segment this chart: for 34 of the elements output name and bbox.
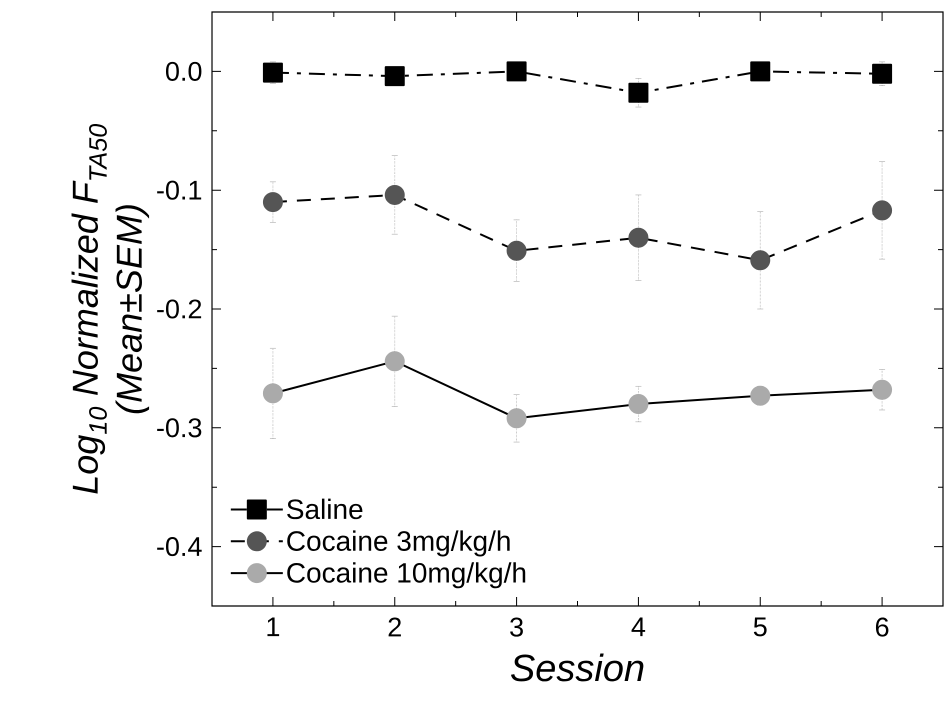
legend-label: Cocaine 10mg/kg/h [287,562,526,588]
y-tick-label: -0.2 [157,299,202,319]
point [262,383,283,404]
point [750,61,770,82]
x-tick-label: 2 [388,618,401,636]
y-tick-label: -0.4 [157,537,202,556]
y-tick-label: 0.0 [166,62,202,81]
x-tick-label: 6 [876,618,888,637]
point [262,192,283,212]
point [750,386,770,406]
point [628,82,648,103]
point [262,62,283,83]
point [384,351,405,372]
point [628,394,648,414]
point [872,200,892,220]
point [506,240,527,261]
x-tick-label: 4 [632,618,646,636]
y-axis-title: Log$_{10}$ Normalized F$_{TA50}$ (Mean±SEM) [72,124,150,494]
y-tick-label: -0.1 [157,180,202,200]
point [628,228,648,248]
legend-label: Saline [287,498,362,520]
point [872,64,892,84]
point [384,184,405,205]
x-tick-label: 5 [754,618,767,636]
point [506,408,527,428]
y-tick-label: -0.3 [157,418,202,438]
point [384,66,405,86]
legend-label: Cocaine 3mg/kg/h [287,530,510,556]
x-tick-label: 1 [267,618,280,636]
point [872,380,892,400]
point [506,61,527,82]
point [750,250,770,270]
x-axis-title: Session [510,654,644,682]
x-tick-label: 3 [510,618,523,637]
